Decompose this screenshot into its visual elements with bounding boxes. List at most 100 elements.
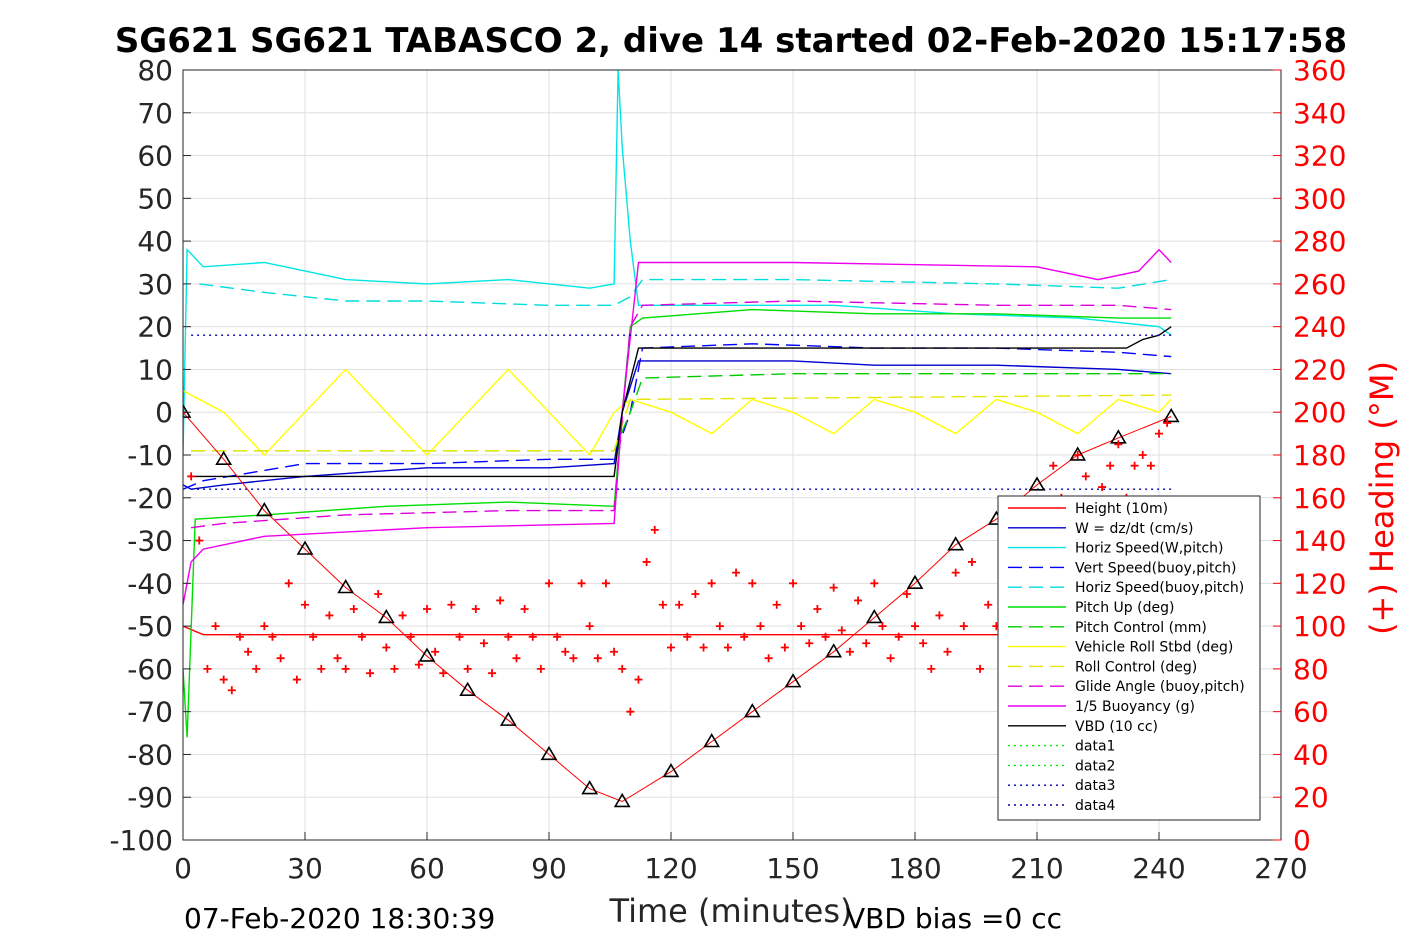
depth-marker (215, 450, 233, 465)
heading-marker (227, 686, 236, 695)
footer-timestamp: 07-Feb-2020 18:30:39 (184, 902, 495, 935)
heading-marker (780, 643, 789, 652)
heading-marker (813, 605, 822, 613)
heading-marker (431, 647, 440, 656)
heading-marker (341, 664, 350, 673)
y-tick-label: -60 (127, 653, 173, 686)
x-tick-label: 30 (287, 852, 323, 885)
y-right-tick-label: 100 (1293, 610, 1346, 643)
heading-marker (854, 596, 863, 605)
y-right-tick-label: 200 (1293, 396, 1346, 429)
heading-marker (219, 675, 228, 684)
series-line-4 (199, 278, 1172, 306)
heading-marker (284, 579, 293, 588)
depth-marker (183, 403, 192, 418)
heading-marker (512, 654, 521, 663)
heading-marker (862, 639, 871, 648)
depth-marker (499, 711, 517, 726)
heading-marker (187, 472, 196, 481)
legend-entry-label: data3 (1075, 778, 1115, 794)
legend-entry-label: Pitch Up (deg) (1075, 600, 1174, 616)
series-line-6 (191, 373, 1172, 452)
heading-marker (772, 600, 781, 609)
heading-marker (528, 632, 537, 641)
y-tick-label: 20 (137, 311, 173, 344)
heading-marker (276, 654, 285, 663)
series-line-8 (191, 394, 1172, 452)
heading-marker (536, 664, 545, 673)
heading-marker (439, 669, 448, 678)
heading-marker (707, 579, 716, 588)
heading-marker (1163, 418, 1172, 427)
heading-marker (642, 557, 651, 566)
series-line-9 (191, 300, 1172, 529)
heading-marker (715, 622, 724, 631)
heading-marker (1146, 461, 1155, 470)
y-right-tick-label: 260 (1293, 268, 1346, 301)
heading-marker (935, 611, 944, 620)
y-tick-label: 10 (137, 353, 173, 386)
heading-marker (333, 654, 342, 663)
y-right-tick-label: 40 (1293, 738, 1329, 771)
heading-marker (479, 639, 488, 648)
heading-marker (610, 647, 619, 656)
legend-box (997, 495, 1261, 821)
y-tick-label: 60 (137, 140, 173, 173)
depth-marker (296, 540, 314, 555)
y-right-tick-label: 340 (1293, 97, 1346, 130)
y-right-tick-label: 160 (1293, 482, 1346, 515)
x-tick-label: 150 (766, 852, 819, 885)
y-tick-label: -30 (127, 525, 173, 558)
legend-entry-label: Horiz Speed(W,pitch) (1075, 541, 1223, 557)
heading-marker (845, 647, 854, 656)
heading-marker (488, 669, 497, 678)
series-line-10 (183, 248, 1172, 605)
heading-marker (520, 605, 529, 613)
heading-marker (252, 664, 261, 673)
heading-marker (577, 579, 586, 588)
heading-marker (292, 675, 301, 684)
heading-marker (601, 579, 610, 588)
axes: 0 30 60 90 120 150 180 210 240 270-100-90-80-70-6… (109, 54, 1346, 885)
depth-marker (947, 536, 965, 551)
heading-marker (699, 643, 708, 652)
heading-marker (244, 647, 253, 656)
heading-marker (1114, 440, 1123, 449)
heading-marker (943, 647, 952, 656)
depth-marker (459, 681, 477, 696)
heading-marker (829, 583, 838, 592)
heading-marker (805, 639, 814, 648)
legend-entry-label: data2 (1075, 758, 1115, 774)
heading-marker (870, 579, 879, 588)
y-right-tick-label: 360 (1293, 54, 1346, 87)
legend-entry-label: Height (10m) (1075, 501, 1168, 517)
legend-entry-label: Roll Control (deg) (1075, 659, 1197, 675)
heading-marker (317, 664, 326, 673)
series-line-1 (183, 360, 1172, 490)
heading-marker (789, 579, 797, 588)
y-right-tick-label: 220 (1293, 353, 1346, 386)
depth-marker (743, 703, 761, 718)
depth-marker (1069, 446, 1087, 461)
heading-marker (1049, 461, 1058, 470)
legend-entry-label: Pitch Control (mm) (1075, 620, 1207, 636)
y-tick-label: -10 (127, 439, 173, 472)
plot-series-group (183, 70, 1180, 808)
heading-marker (463, 664, 472, 673)
depth-marker (784, 673, 802, 688)
heading-marker (382, 643, 391, 652)
chart-title: SG621 SG621 TABASCO 2, dive 14 started 0… (115, 21, 1347, 61)
heading-marker (1073, 451, 1082, 459)
y-tick-label: 40 (137, 225, 173, 258)
heading-marker (650, 525, 659, 534)
heading-marker (691, 590, 700, 599)
heading-marker (423, 605, 431, 613)
heading-marker (667, 643, 675, 652)
depth-marker (1028, 476, 1046, 491)
heading-marker (984, 600, 993, 609)
y-right-tick-label: 280 (1293, 225, 1346, 258)
y-tick-label: -100 (109, 824, 173, 857)
heading-marker (951, 568, 960, 577)
legend-entry-label: Vert Speed(buoy,pitch) (1075, 560, 1237, 576)
y-right-tick-label: 180 (1293, 439, 1346, 472)
